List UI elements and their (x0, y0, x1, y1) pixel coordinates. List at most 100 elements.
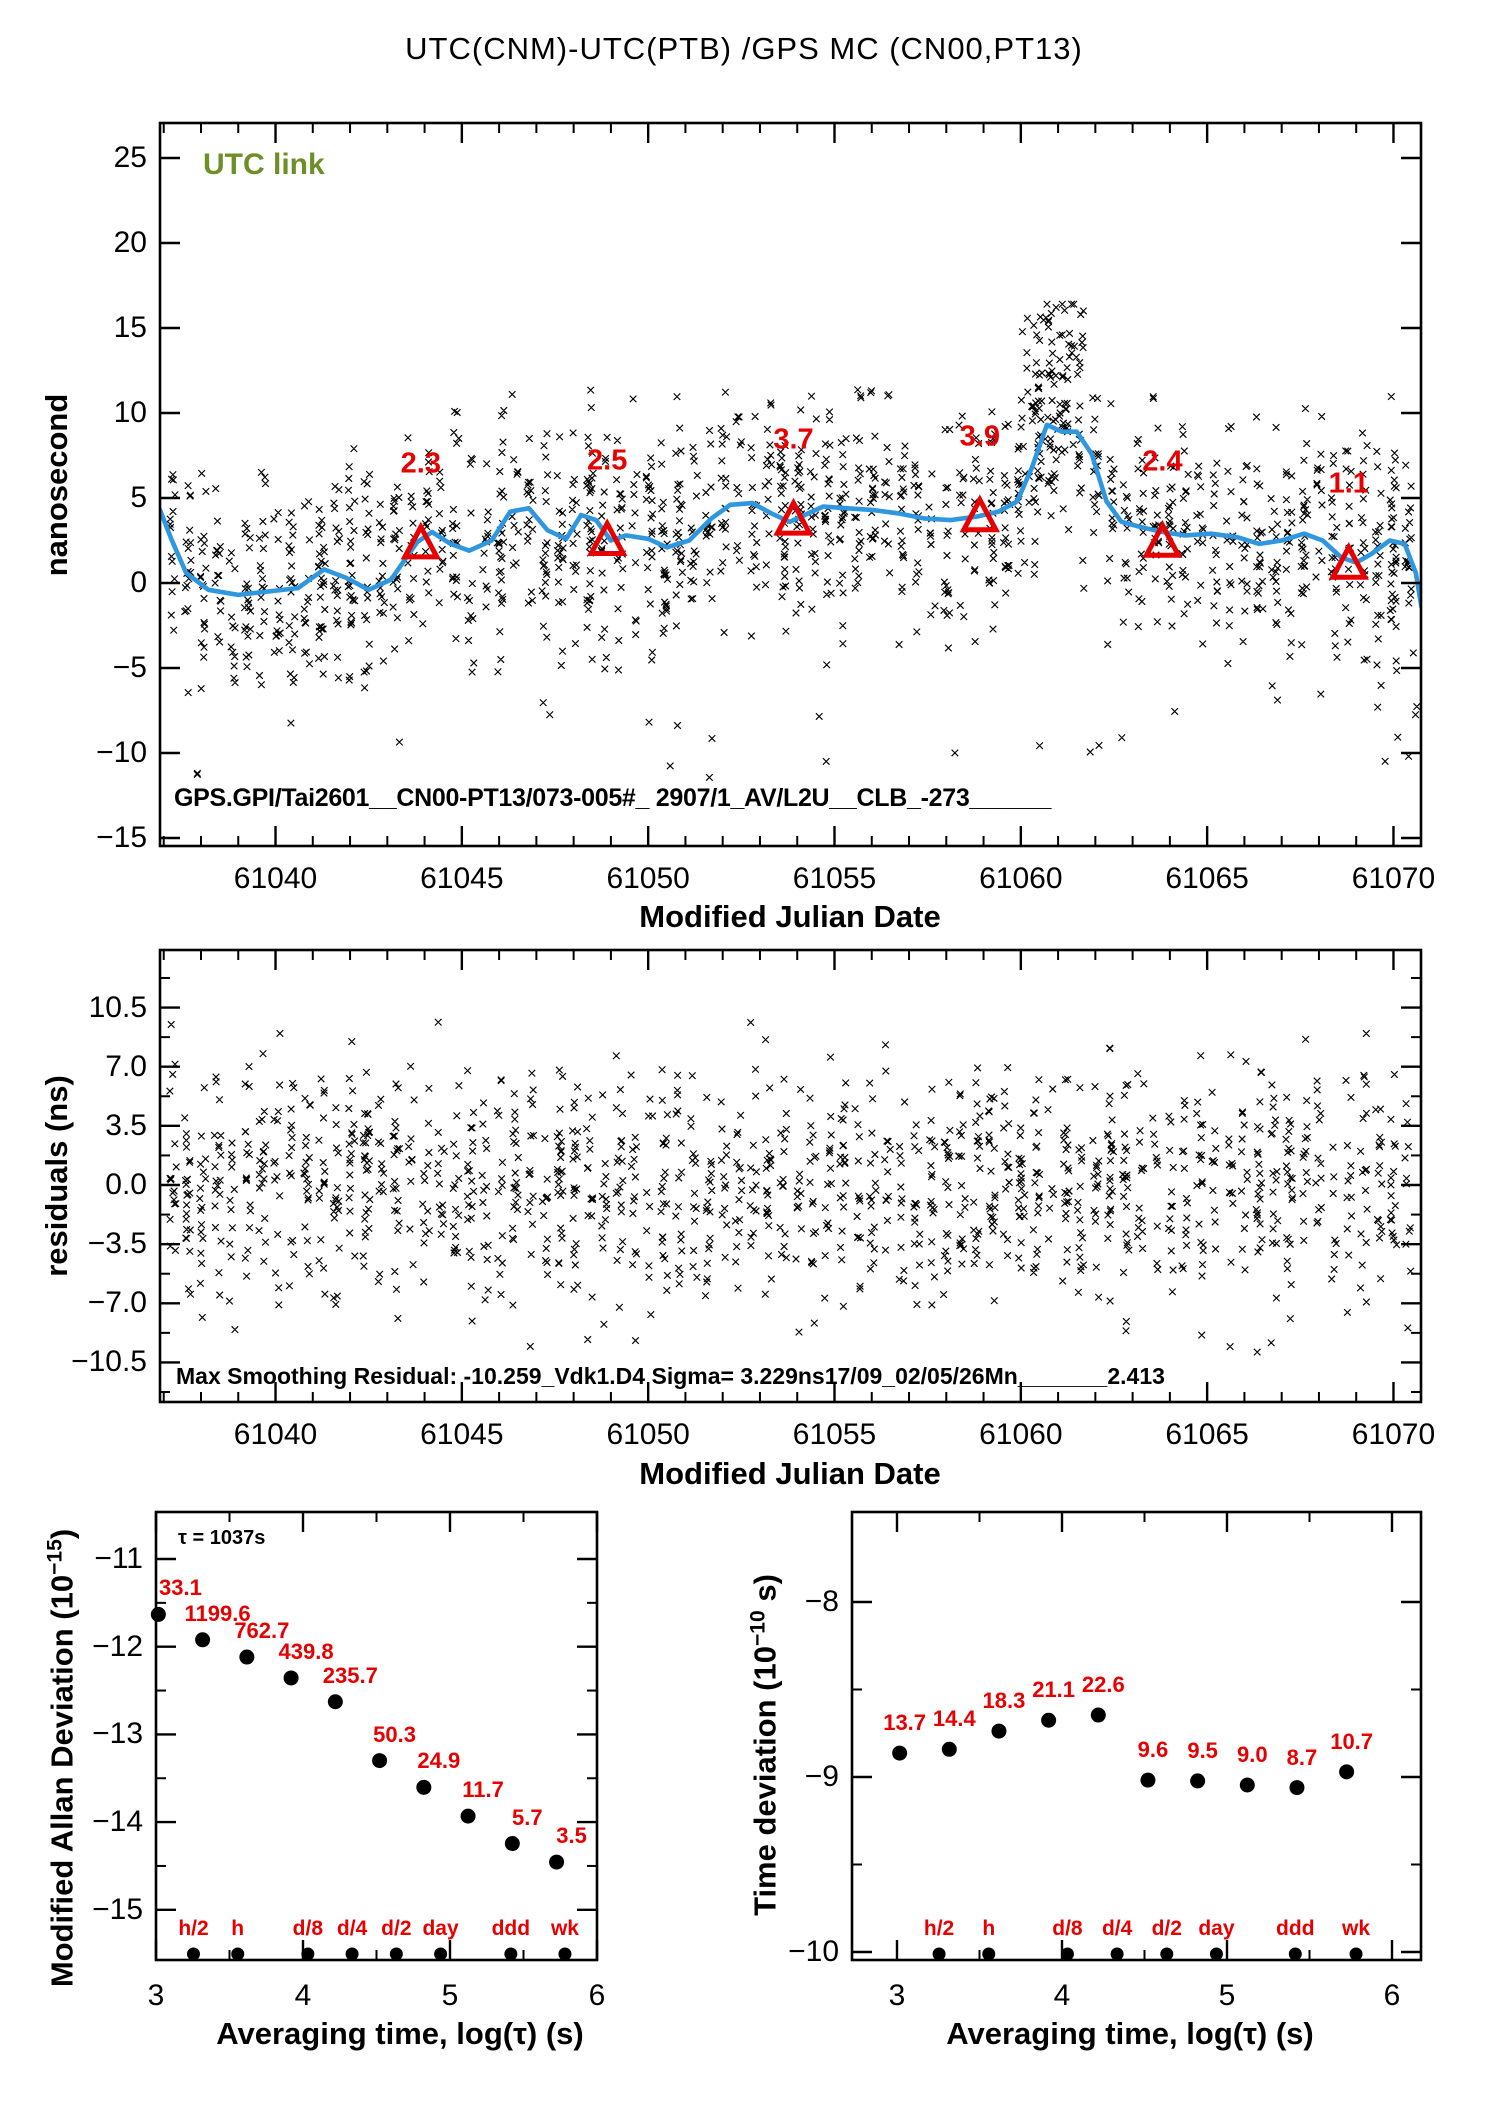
gps-processing-label: GPS.GPI/Tai2601__CN00-PT13/073-005#_ 290… (174, 784, 1052, 812)
p4-period-label: ddd (1276, 1917, 1315, 1940)
p3-value-label: 235.7 (322, 1662, 378, 1688)
max-smoothing-residual-label: Max Smoothing Residual: -10.259_Vdk1.D4 … (176, 1363, 1165, 1389)
p4-value-label: 13.7 (883, 1710, 927, 1736)
p3-y-tick-label: −13 (92, 1717, 143, 1751)
p2-x-tick-label: 61040 (233, 1418, 318, 1451)
p2-y-tick-label: 0.0 (105, 1168, 147, 1201)
p1-y-tick-label: 15 (113, 311, 147, 344)
p1-y-tick-label: −5 (112, 651, 147, 684)
p4-data-dot (1190, 1773, 1206, 1789)
p1-average-triangle (1142, 519, 1183, 558)
p3-y-title-base: Modified Allan Deviation (10 (44, 1574, 80, 1988)
p3-y-tick-label: −15 (92, 1892, 143, 1926)
figure-title: UTC(CNM)-UTC(PTB) /GPS MC (CN00,PT13) (405, 31, 1083, 66)
p3-y-axis-title: Modified Allan Deviation (10−15) (43, 1529, 80, 1987)
p3-period-label: h/2 (178, 1917, 209, 1940)
p4-period-label: h/2 (923, 1917, 955, 1940)
p4-period-marker-dot (932, 1947, 946, 1961)
p4-value-label: 22.6 (1081, 1672, 1125, 1698)
p4-y-axis-title: Time deviation (10−10 s) (746, 1574, 783, 1916)
p3-value-label: 50.3 (373, 1721, 416, 1747)
p3-data-dot (239, 1649, 255, 1665)
p2-x-tick-label: 61050 (606, 1418, 690, 1451)
p3-period-label: day (422, 1917, 459, 1940)
utc-link-label: UTC link (203, 148, 325, 181)
p3-period-label: wk (550, 1917, 579, 1940)
p3-y-title-close: ) (44, 1528, 80, 1540)
p2-x-axis-title: Modified Julian Date (639, 1456, 941, 1491)
p3-y-tick-label: −11 (94, 1542, 143, 1575)
p3-period-label: d/2 (381, 1917, 412, 1940)
p4-period-marker-dot (1160, 1947, 1174, 1961)
p3-period-marker-dot (389, 1947, 403, 1961)
p4-data-dot (892, 1745, 908, 1761)
p1-y-axis-title: nanosecond (39, 393, 74, 577)
p2-x-tick-label: 61045 (420, 1418, 504, 1451)
p4-data-dot (1090, 1707, 1106, 1723)
p3-axes (154, 1510, 599, 1962)
p1-average-triangle (1328, 541, 1369, 580)
p4-period-marker-dot (1288, 1947, 1302, 1961)
p1-y-tick-label: −10 (96, 736, 147, 769)
p1-average-value-label: 1.1 (1328, 467, 1369, 500)
p4-x-tick-label: 5 (1218, 1979, 1236, 2012)
p2-y-tick-label: 10.5 (88, 990, 147, 1024)
p3-period-marker-dot (504, 1947, 518, 1961)
p4-value-label: 18.3 (982, 1688, 1026, 1714)
p1-x-tick-label: 61055 (792, 862, 877, 895)
p4-data-dot (1339, 1764, 1355, 1780)
p3-data-dot (327, 1694, 343, 1710)
p4-period-label: h (982, 1917, 996, 1940)
p2-x-tick-label: 61060 (979, 1418, 1063, 1451)
p3-frame (154, 1510, 599, 1962)
p4-y-title-base: Time deviation (10 (747, 1646, 783, 1916)
p1-x-tick-label: 61060 (979, 862, 1063, 895)
p4-period-marker-dot (1060, 1947, 1074, 1961)
p1-average-value-label: 3.9 (959, 420, 1000, 453)
p4-value-label: 9.0 (1236, 1742, 1268, 1767)
p1-x-tick-label: 61070 (1351, 862, 1436, 895)
p3-data-dot (460, 1808, 476, 1824)
p1-y-tick-label: 25 (113, 141, 147, 174)
p2-y-tick-label: −10.5 (71, 1345, 147, 1379)
p4-y-tick-label: −8 (804, 1585, 839, 1618)
p3-value-label: 762.7 (234, 1618, 290, 1644)
p3-value-label: 24.9 (417, 1748, 461, 1774)
p1-average-triangle (773, 497, 814, 536)
p1-y-tick-label: 20 (113, 226, 147, 259)
p2-y-tick-label: −3.5 (87, 1227, 147, 1261)
p3-y-tick-label: −14 (92, 1805, 143, 1839)
p4-period-label: wk (1342, 1917, 1371, 1940)
p3-period-label: d/4 (336, 1917, 368, 1940)
p4-data-dot (1140, 1772, 1156, 1788)
p4-value-label: 9.5 (1187, 1737, 1218, 1763)
p3-period-marker-dot (301, 1947, 315, 1961)
p2-scatter-marks (166, 1018, 1415, 1356)
p1-y-tick-label: 0 (130, 566, 147, 599)
p1-y-tick-label: 5 (130, 481, 147, 514)
p3-x-axis-title: Averaging time, log(τ) (s) (216, 2016, 584, 2051)
p4-value-label: 9.6 (1137, 1737, 1169, 1763)
p1-x-tick-label: 61065 (1165, 862, 1249, 895)
p2-data-layer (166, 1018, 1415, 1356)
p2-x-tick-label: 61055 (792, 1418, 877, 1451)
p3-period-marker-dot (345, 1947, 359, 1961)
p3-period-label: ddd (491, 1917, 531, 1940)
p3-period-marker-dot (434, 1947, 448, 1961)
p4-data-dot (1239, 1777, 1255, 1793)
p4-period-marker-dot (1209, 1947, 1223, 1961)
p1-average-value-label: 2.4 (1142, 445, 1183, 478)
p3-data-dot (372, 1753, 388, 1769)
p4-y-tick-label: −10 (788, 1935, 839, 1968)
p3-x-tick-label: 6 (588, 1979, 606, 2012)
p3-x-tick-label: 5 (441, 1979, 459, 2012)
p3-period-label: d/8 (292, 1917, 324, 1940)
p4-axes (850, 1510, 1423, 1962)
p1-average-triangle (400, 521, 442, 560)
tau-note: τ = 1037s (178, 1527, 266, 1549)
p3-data-dot (549, 1854, 565, 1870)
p1-x-tick-label: 61050 (606, 862, 690, 895)
p3-data-dot (283, 1670, 299, 1686)
p1-average-value-label: 3.7 (773, 423, 814, 456)
